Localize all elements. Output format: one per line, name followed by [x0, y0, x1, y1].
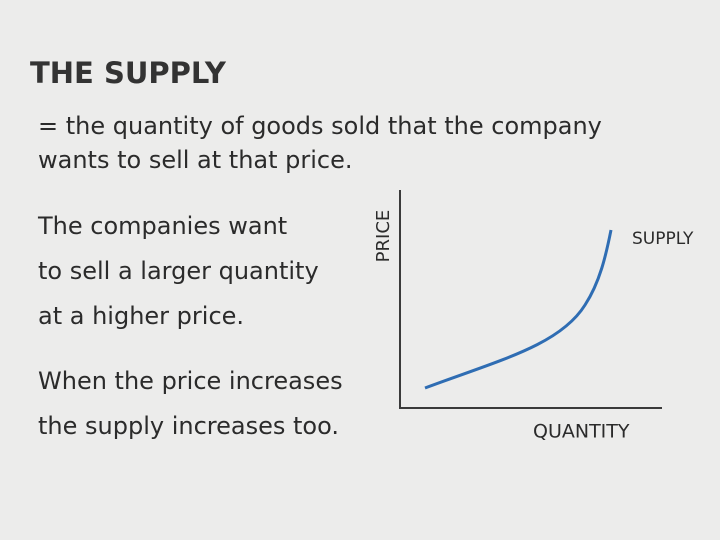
x-axis-label: QUANTITY [533, 421, 630, 443]
curve-label: SUPPLY [632, 229, 694, 249]
slide-title: THE SUPPLY [30, 56, 226, 90]
y-axis-label: PRICE [373, 210, 394, 263]
paragraph-line: to sell a larger quantity [38, 257, 319, 285]
definition-line: = the quantity of goods sold that the co… [38, 112, 602, 140]
supply-curve [424, 229, 613, 390]
paragraph-line: the supply increases too. [38, 412, 339, 440]
paragraph-line: When the price increases [38, 367, 343, 395]
paragraph-line: The companies want [38, 212, 288, 240]
definition-line: wants to sell at that price. [38, 146, 353, 174]
paragraph-line: at a higher price. [38, 302, 245, 330]
